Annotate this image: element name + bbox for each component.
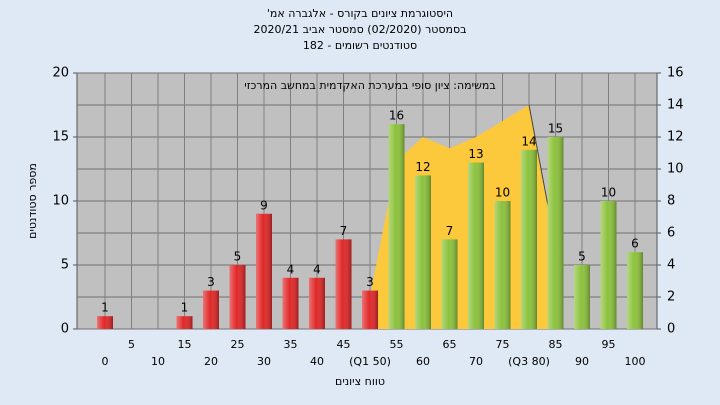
- value-label: 5: [578, 250, 586, 264]
- x-tick-label: 10: [151, 355, 165, 368]
- y-tick-label: 0: [61, 322, 69, 337]
- y-tick-label: 15: [52, 130, 69, 145]
- bar-shade: [521, 149, 537, 329]
- y2-tick-label: 14: [667, 98, 684, 113]
- bar-shade: [229, 265, 246, 329]
- bar-shade: [388, 124, 405, 329]
- x-tick-label: 70: [469, 355, 483, 368]
- x-tick-label: 60: [416, 355, 430, 368]
- x-tick-label: (Q1 50): [349, 355, 391, 368]
- y2-tick-label: 10: [667, 162, 684, 177]
- chart-title: היסטוגרמת ציונים בקורס - אלגברה אמ': [267, 7, 453, 20]
- bar-shade: [600, 201, 617, 329]
- x-tick-label: 20: [204, 355, 218, 368]
- bar-shade: [97, 316, 113, 329]
- value-label: 10: [601, 186, 616, 200]
- bar-shade: [203, 290, 219, 329]
- x-tick-label: 45: [337, 338, 351, 351]
- bar-shade: [176, 316, 193, 329]
- x-tick-label: 85: [549, 338, 563, 351]
- bar-shade: [468, 162, 484, 329]
- y-tick-label: 10: [52, 194, 69, 209]
- value-label: 13: [468, 147, 483, 161]
- y2-tick-label: 16: [667, 66, 684, 81]
- bar-shade: [574, 265, 590, 329]
- x-tick-label: 15: [178, 338, 192, 351]
- value-label: 1: [181, 301, 189, 315]
- y2-tick-label: 0: [667, 322, 675, 337]
- value-label: 4: [313, 262, 321, 276]
- y-tick-label: 20: [52, 66, 69, 81]
- x-tick-label: 90: [575, 355, 589, 368]
- x-tick-label: 35: [284, 338, 298, 351]
- y2-tick-label: 12: [667, 130, 684, 145]
- value-label: 7: [340, 224, 348, 238]
- x-tick-label: 5: [128, 338, 135, 351]
- value-label: 3: [207, 275, 215, 289]
- value-label: 6: [631, 237, 639, 251]
- x-axis-label: טווח ציונים: [335, 375, 385, 388]
- y2-tick-label: 4: [667, 258, 675, 273]
- bar-shade: [256, 213, 272, 329]
- value-label: 15: [548, 122, 563, 136]
- x-tick-label: 0: [102, 355, 109, 368]
- bar-shade: [494, 201, 511, 329]
- y2-tick-label: 2: [667, 290, 675, 305]
- value-label: 7: [446, 224, 454, 238]
- chart-subtitle: סטודנטים רשומים - 182: [303, 39, 417, 52]
- value-label: 14: [521, 134, 536, 148]
- value-label: 3: [366, 275, 374, 289]
- bar-shade: [415, 175, 431, 329]
- value-label: 12: [415, 160, 430, 174]
- y-axis-label: מספר סטודנטים: [26, 163, 39, 239]
- bar-shade: [335, 239, 352, 329]
- value-label: 5: [234, 250, 242, 264]
- x-tick-label: (Q3 80): [508, 355, 550, 368]
- bar-shade: [627, 252, 643, 329]
- x-tick-label: 30: [257, 355, 271, 368]
- value-label: 16: [389, 109, 404, 123]
- value-label: 10: [495, 186, 510, 200]
- bar-shade: [547, 137, 564, 329]
- x-tick-label: 100: [625, 355, 646, 368]
- value-label: 9: [260, 198, 268, 212]
- annotation: במשימה: ציון סופי במערכת האקדמית במחשב ה…: [244, 79, 495, 92]
- value-label: 4: [287, 262, 295, 276]
- bar-shade: [441, 239, 458, 329]
- x-tick-label: 25: [231, 338, 245, 351]
- x-tick-label: 55: [390, 338, 404, 351]
- x-tick-label: 40: [310, 355, 324, 368]
- bar-shade: [282, 277, 299, 329]
- bar-shade: [309, 277, 325, 329]
- y2-tick-label: 6: [667, 226, 675, 241]
- y-tick-label: 5: [61, 258, 69, 273]
- x-tick-label: 75: [496, 338, 510, 351]
- chart-subtitle: בסמסטר (02/2020) סמסטר אביב 2020/21: [253, 23, 466, 36]
- bar-shade: [362, 290, 378, 329]
- y2-tick-label: 8: [667, 194, 675, 209]
- x-tick-label: 65: [443, 338, 457, 351]
- value-label: 1: [101, 301, 109, 315]
- x-tick-label: 95: [602, 338, 616, 351]
